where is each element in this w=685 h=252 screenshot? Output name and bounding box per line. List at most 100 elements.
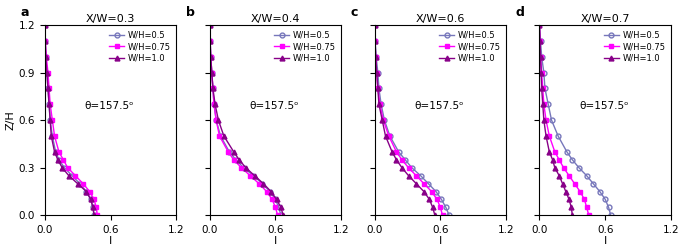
W/H=0.5 [87,198,95,201]
W/H=0.5 [386,135,394,138]
W/H=0.75 [246,174,254,177]
W/H=0.5 [437,198,445,201]
W/H=0.75 [420,182,428,185]
W/H=1.0 [277,206,285,209]
W/H=0.5 [210,103,218,106]
W/H=0.75 [538,71,546,74]
W/H=1.0 [251,174,259,177]
Text: b: b [186,6,195,19]
W/H=1.0 [40,23,49,26]
Line: W/H=0.5: W/H=0.5 [372,22,451,218]
W/H=0.75 [40,23,49,26]
W/H=0.5 [90,214,98,217]
W/H=0.5 [51,150,60,153]
W/H=0.5 [216,135,225,138]
W/H=0.75 [268,198,276,201]
W/H=0.5 [42,55,50,58]
W/H=0.75 [237,166,245,169]
W/H=0.75 [48,119,56,122]
W/H=0.5 [395,150,403,153]
W/H=0.75 [273,214,282,217]
Text: θ=157.5ᵒ: θ=157.5ᵒ [414,101,464,111]
W/H=0.5 [408,166,416,169]
W/H=0.75 [576,190,584,193]
W/H=1.0 [64,174,73,177]
W/H=0.75 [585,214,593,217]
W/H=0.75 [208,71,216,74]
W/H=0.75 [536,23,544,26]
W/H=0.5 [589,182,597,185]
W/H=1.0 [393,158,401,161]
W/H=0.75 [215,135,223,138]
W/H=0.5 [371,39,379,42]
W/H=1.0 [538,87,546,90]
W/H=1.0 [549,158,557,161]
W/H=0.5 [582,174,590,177]
W/H=0.5 [55,158,63,161]
W/H=1.0 [545,150,553,153]
Title: X/W=0.7: X/W=0.7 [581,14,630,24]
Line: W/H=0.5: W/H=0.5 [42,22,97,218]
W/H=1.0 [536,55,545,58]
W/H=1.0 [207,55,215,58]
W/H=0.5 [89,206,97,209]
W/H=0.75 [580,198,588,201]
W/H=0.75 [536,55,545,58]
W/H=0.5 [541,87,549,90]
W/H=0.75 [371,39,379,42]
W/H=1.0 [242,166,250,169]
W/H=0.75 [212,119,221,122]
W/H=0.5 [45,103,53,106]
W/H=0.75 [92,206,101,209]
W/H=1.0 [89,206,97,209]
W/H=1.0 [87,198,95,201]
X-axis label: I: I [274,236,277,246]
W/H=1.0 [569,214,577,217]
W/H=0.75 [86,190,94,193]
W/H=1.0 [565,198,573,201]
W/H=0.5 [40,23,49,26]
W/H=0.5 [596,190,604,193]
W/H=1.0 [82,190,90,193]
Legend: W/H=0.5, W/H=0.75, W/H=1.0: W/H=0.5, W/H=0.75, W/H=1.0 [273,29,337,65]
W/H=0.5 [536,39,545,42]
W/H=1.0 [208,71,216,74]
W/H=1.0 [46,119,54,122]
W/H=0.5 [445,214,453,217]
W/H=0.5 [75,182,84,185]
W/H=0.75 [207,55,215,58]
W/H=0.75 [371,23,379,26]
Y-axis label: Z/H: Z/H [5,110,16,130]
W/H=0.5 [209,87,217,90]
W/H=1.0 [211,103,219,106]
Line: W/H=1.0: W/H=1.0 [207,22,286,218]
W/H=0.75 [224,150,232,153]
W/H=0.75 [42,55,51,58]
W/H=1.0 [209,87,217,90]
W/H=0.75 [41,39,49,42]
W/H=0.75 [538,87,547,90]
W/H=0.5 [374,71,382,74]
W/H=1.0 [220,135,228,138]
W/H=0.75 [45,87,53,90]
W/H=1.0 [429,206,437,209]
W/H=0.5 [432,190,440,193]
W/H=1.0 [53,158,62,161]
W/H=0.75 [271,206,279,209]
W/H=0.75 [536,39,544,42]
X-axis label: I: I [439,236,442,246]
W/H=0.75 [542,119,550,122]
W/H=0.75 [438,214,447,217]
W/H=0.75 [555,158,563,161]
Line: W/H=0.5: W/H=0.5 [207,22,284,218]
W/H=0.75 [393,150,401,153]
W/H=0.5 [424,182,432,185]
W/H=1.0 [551,166,559,169]
W/H=1.0 [214,119,223,122]
W/H=1.0 [536,39,544,42]
W/H=0.5 [225,150,234,153]
W/H=0.75 [551,150,559,153]
W/H=1.0 [44,87,52,90]
W/H=1.0 [371,39,379,42]
W/H=0.5 [207,55,215,58]
